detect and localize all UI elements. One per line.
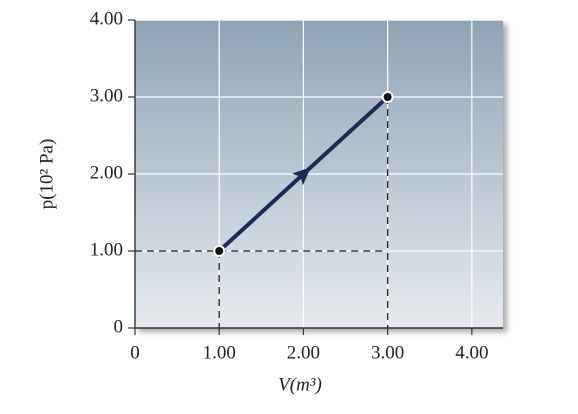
x-tick-label: 3.00 — [371, 342, 404, 363]
data-point — [381, 91, 394, 103]
y-tick-label: 0 — [114, 316, 124, 337]
direction-arrow — [292, 167, 311, 186]
x-axis-label: V(m³) — [278, 374, 322, 395]
y-axis-label: p(10² Pa) — [36, 139, 57, 210]
y-tick-label: 1.00 — [90, 239, 123, 260]
y-tick-label: 4.00 — [90, 8, 123, 29]
y-tick-label: 3.00 — [90, 85, 123, 106]
x-tick-label: 4.00 — [455, 342, 488, 363]
y-tick-label: 2.00 — [90, 162, 123, 183]
x-tick-label: 0 — [130, 342, 140, 363]
x-tick-label: 1.00 — [203, 342, 236, 363]
x-tick-label: 2.00 — [287, 342, 320, 363]
data-point — [213, 245, 226, 257]
